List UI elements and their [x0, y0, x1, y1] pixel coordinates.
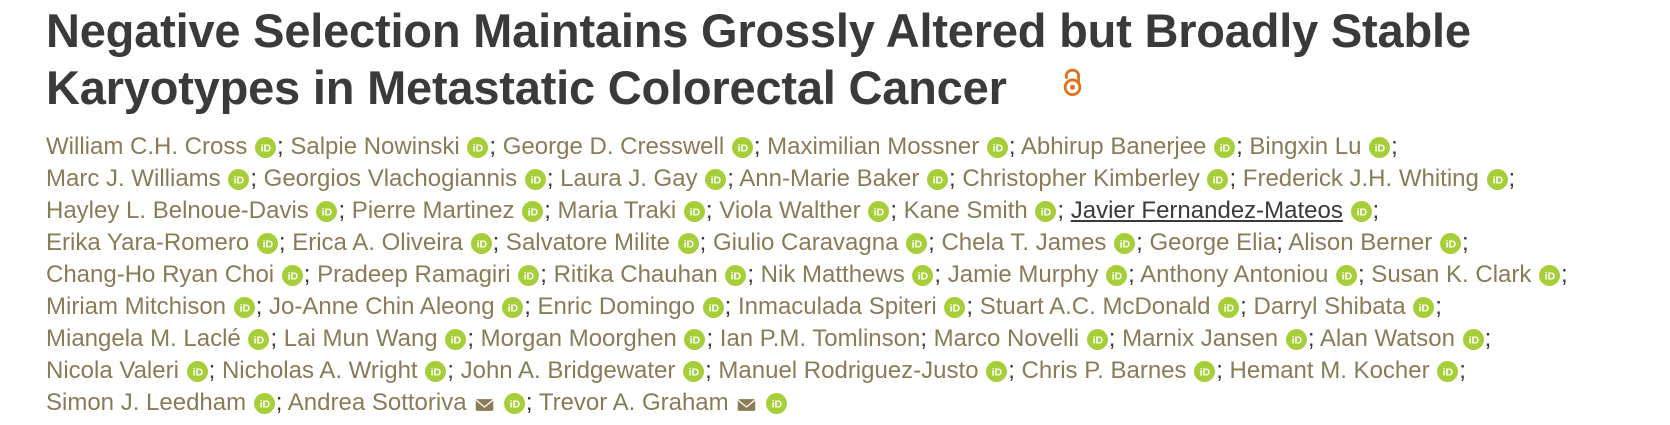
svg-text:iD: iD — [1224, 302, 1235, 314]
svg-text:iD: iD — [1545, 270, 1556, 282]
svg-text:iD: iD — [689, 366, 700, 378]
svg-text:iD: iD — [950, 302, 961, 314]
svg-text:iD: iD — [1213, 174, 1224, 186]
svg-text:iD: iD — [254, 334, 265, 346]
svg-text:iD: iD — [476, 238, 487, 250]
svg-text:iD: iD — [473, 142, 484, 154]
svg-text:iD: iD — [431, 366, 442, 378]
svg-text:iD: iD — [1375, 142, 1386, 154]
svg-text:iD: iD — [683, 238, 694, 250]
svg-text:iD: iD — [287, 270, 298, 282]
svg-text:iD: iD — [530, 174, 541, 186]
svg-text:iD: iD — [508, 302, 519, 314]
svg-text:iD: iD — [708, 302, 719, 314]
svg-text:iD: iD — [192, 366, 203, 378]
svg-text:iD: iD — [261, 142, 272, 154]
svg-text:iD: iD — [1356, 206, 1367, 218]
svg-text:iD: iD — [509, 398, 520, 410]
svg-text:iD: iD — [239, 302, 250, 314]
svg-text:iD: iD — [1492, 174, 1503, 186]
svg-text:iD: iD — [772, 398, 783, 410]
svg-text:iD: iD — [1041, 206, 1052, 218]
svg-text:iD: iD — [1200, 366, 1211, 378]
svg-text:iD: iD — [322, 206, 333, 218]
svg-text:iD: iD — [259, 398, 270, 410]
svg-text:iD: iD — [1419, 302, 1430, 314]
svg-text:iD: iD — [524, 270, 535, 282]
svg-text:iD: iD — [933, 174, 944, 186]
svg-text:iD: iD — [1468, 334, 1479, 346]
svg-text:iD: iD — [912, 238, 923, 250]
svg-text:iD: iD — [1342, 270, 1353, 282]
svg-text:iD: iD — [992, 142, 1003, 154]
svg-text:iD: iD — [528, 206, 539, 218]
svg-text:iD: iD — [234, 174, 245, 186]
svg-text:iD: iD — [737, 142, 748, 154]
svg-text:iD: iD — [262, 238, 273, 250]
svg-text:iD: iD — [1120, 238, 1131, 250]
svg-text:iD: iD — [918, 270, 929, 282]
svg-text:iD: iD — [711, 174, 722, 186]
svg-text:iD: iD — [689, 206, 700, 218]
svg-text:iD: iD — [992, 366, 1003, 378]
svg-text:iD: iD — [1112, 270, 1123, 282]
svg-text:iD: iD — [451, 334, 462, 346]
svg-text:iD: iD — [1291, 334, 1302, 346]
svg-text:iD: iD — [690, 334, 701, 346]
svg-text:iD: iD — [1446, 238, 1457, 250]
svg-text:iD: iD — [874, 206, 885, 218]
svg-text:iD: iD — [1092, 334, 1103, 346]
svg-text:iD: iD — [731, 270, 742, 282]
svg-text:iD: iD — [1443, 366, 1454, 378]
svg-text:iD: iD — [1220, 142, 1231, 154]
